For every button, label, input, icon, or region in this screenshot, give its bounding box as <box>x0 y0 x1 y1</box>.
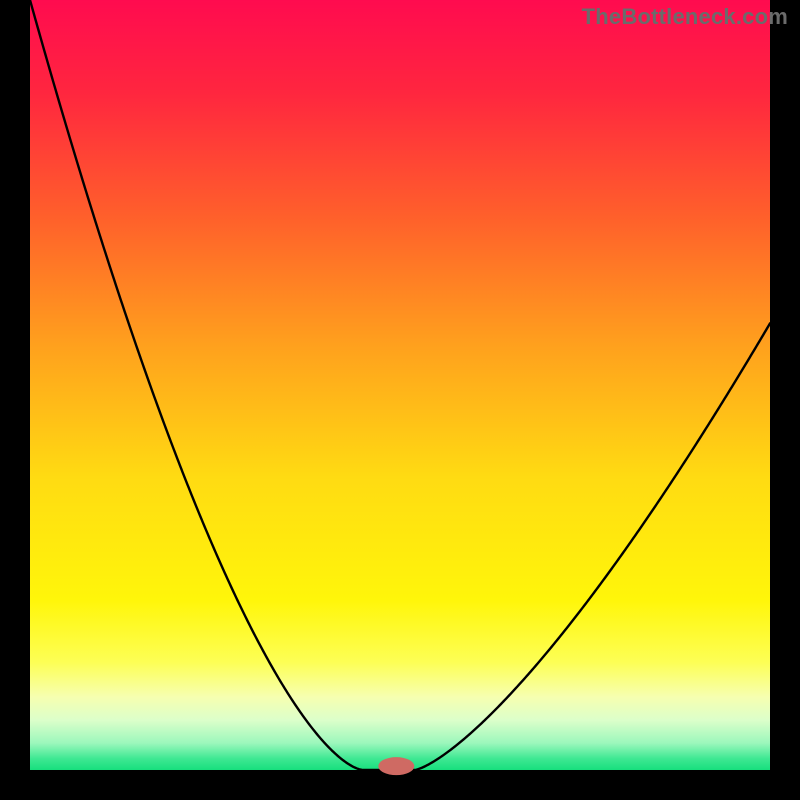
plot-background <box>30 0 770 770</box>
watermark-text: TheBottleneck.com <box>582 4 788 30</box>
chart-svg <box>0 0 800 800</box>
border-left <box>0 0 30 800</box>
chart-stage: TheBottleneck.com <box>0 0 800 800</box>
vertex-marker <box>378 757 414 775</box>
border-right <box>770 0 800 800</box>
